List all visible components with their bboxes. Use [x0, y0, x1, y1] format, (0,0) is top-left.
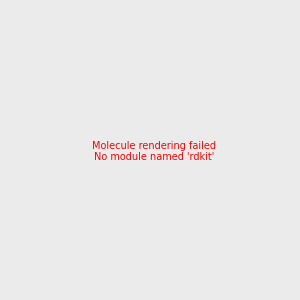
Text: Molecule rendering failed
No module named 'rdkit': Molecule rendering failed No module name… — [92, 141, 216, 162]
